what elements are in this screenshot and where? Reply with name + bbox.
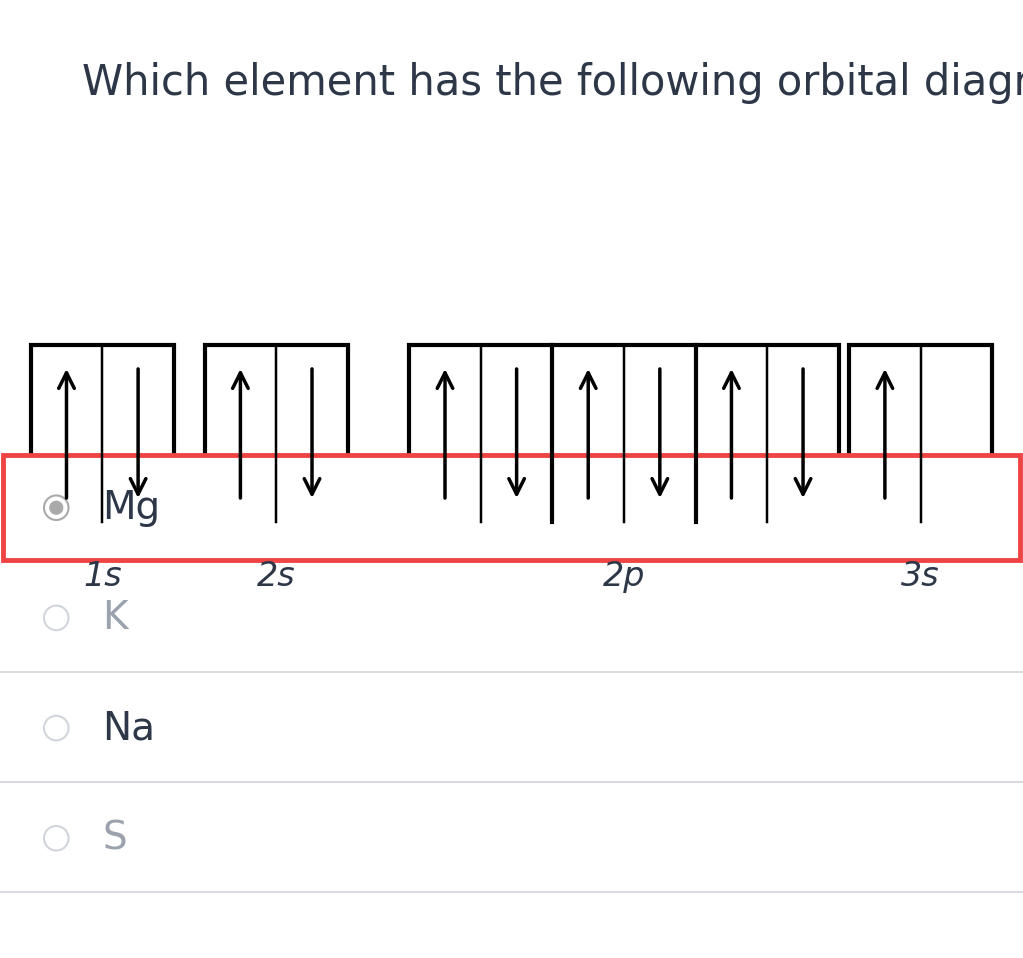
Text: S: S [102, 819, 127, 857]
Text: Which element has the following orbital diagram?: Which element has the following orbital … [82, 62, 1023, 104]
Text: 2p: 2p [603, 560, 646, 593]
Circle shape [50, 501, 62, 514]
Text: 3s: 3s [901, 560, 940, 593]
Bar [3, 455, 1020, 560]
Text: Na: Na [102, 709, 155, 747]
Text: 1s: 1s [83, 560, 122, 593]
Bar [849, 345, 992, 522]
Text: K: K [102, 599, 128, 637]
Bar [31, 345, 174, 522]
Text: Mg: Mg [102, 489, 161, 527]
Bar [409, 345, 839, 522]
Text: 2s: 2s [257, 560, 296, 593]
Bar [205, 345, 348, 522]
